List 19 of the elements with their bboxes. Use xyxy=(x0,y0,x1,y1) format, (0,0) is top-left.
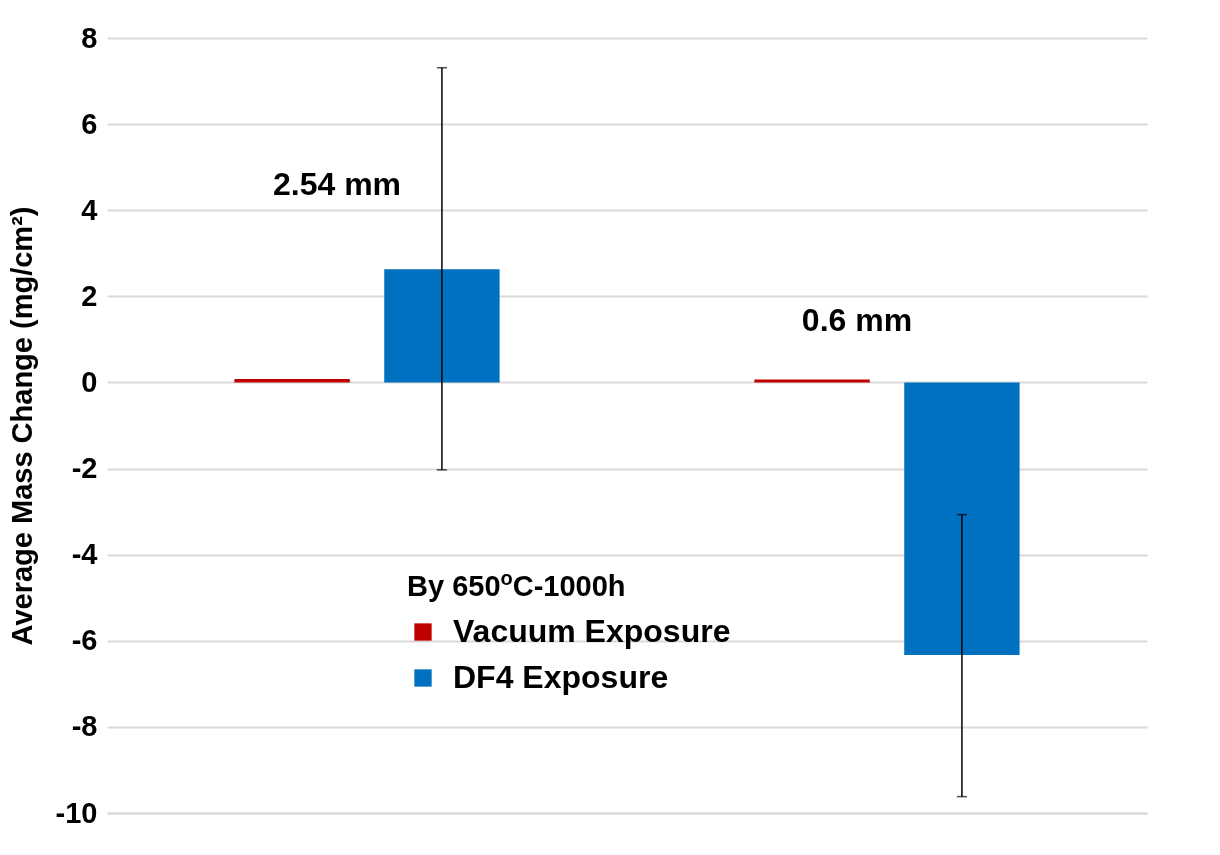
legend-title: By 650$^{o}$C-1000h xyxy=(407,567,626,602)
y-tick-label: 0 xyxy=(81,365,98,398)
y-tick-label: 4 xyxy=(81,193,98,226)
bar xyxy=(754,379,870,383)
annotation: 0.6 mm xyxy=(801,301,913,338)
legend-label: Vacuum Exposure xyxy=(453,613,731,649)
y-tick-label: -4 xyxy=(71,538,98,571)
legend-label: DF4 Exposure xyxy=(453,659,669,695)
y-tick-label: -10 xyxy=(55,796,98,829)
y-tick-label: -2 xyxy=(71,452,98,485)
y-tick-label: 8 xyxy=(81,21,98,54)
bar xyxy=(904,382,1020,655)
bar xyxy=(384,269,500,383)
y-tick-label: 6 xyxy=(81,107,98,140)
annotation: 2.54 mm xyxy=(272,166,402,203)
y-tick-label: 2 xyxy=(81,279,98,312)
y-axis-title: Average Mass Change (mg/cm²) xyxy=(5,206,38,646)
y-tick-label: -6 xyxy=(71,624,98,657)
y-tick-label: -8 xyxy=(71,710,98,743)
